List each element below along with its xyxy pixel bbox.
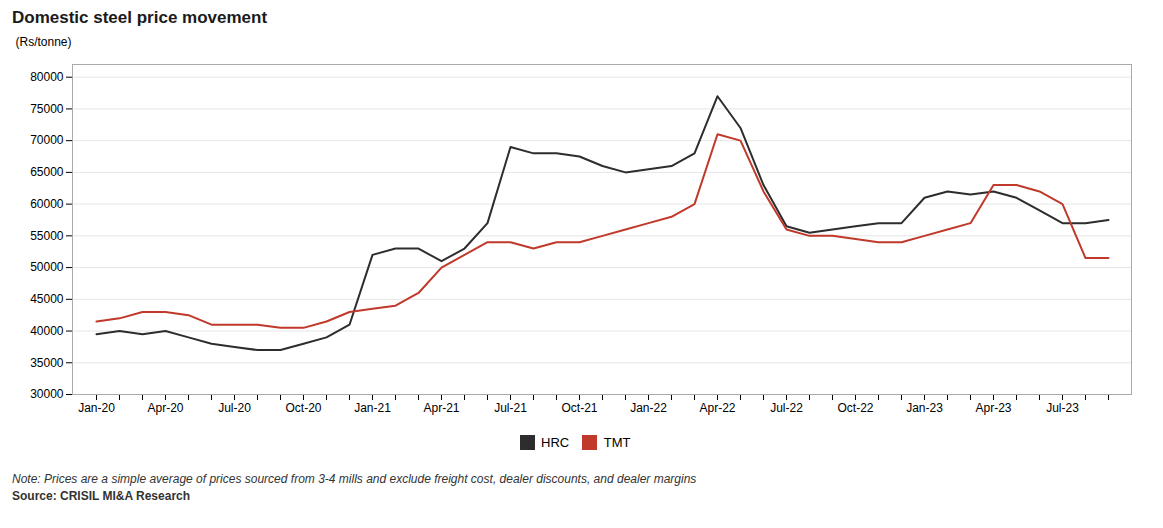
svg-text:75000: 75000: [30, 102, 64, 116]
svg-text:65000: 65000: [30, 165, 64, 179]
svg-text:Oct-20: Oct-20: [285, 401, 321, 415]
svg-text:60000: 60000: [30, 197, 64, 211]
svg-text:70000: 70000: [30, 133, 64, 147]
svg-text:Jan-21: Jan-21: [354, 401, 391, 415]
svg-text:Apr-23: Apr-23: [975, 401, 1011, 415]
html-text:Domestic steel price movement: Domestic steel price movement: [12, 8, 268, 27]
svg-text:35000: 35000: [30, 356, 64, 370]
svg-text:30000: 30000: [30, 387, 64, 401]
svg-text:40000: 40000: [30, 324, 64, 338]
svg-text:80000: 80000: [30, 70, 64, 84]
svg-text:Jul-21: Jul-21: [494, 401, 527, 415]
svg-text:Oct-22: Oct-22: [837, 401, 873, 415]
svg-text:(Rs/tonne): (Rs/tonne): [16, 35, 72, 49]
svg-text:Apr-20: Apr-20: [147, 401, 183, 415]
html-text:Source: CRISIL MI&A Research: Source: CRISIL MI&A Research: [12, 488, 191, 503]
svg-text:55000: 55000: [30, 229, 64, 243]
svg-text:Apr-21: Apr-21: [423, 401, 459, 415]
html-text:Note: Prices are a simple aver: Note: Prices are a simple average of pri…: [12, 471, 697, 486]
svg-text:Jan-23: Jan-23: [906, 401, 943, 415]
html-text:HRC: HRC: [541, 435, 570, 450]
svg-text:50000: 50000: [30, 260, 64, 274]
svg-text:Jul-23: Jul-23: [1046, 401, 1079, 415]
svg-text:Apr-22: Apr-22: [699, 401, 735, 415]
svg-text:Jul-22: Jul-22: [770, 401, 803, 415]
svg-text:Oct-21: Oct-21: [561, 401, 597, 415]
svg-text:Jan-22: Jan-22: [630, 401, 667, 415]
svg-text:Jul-20: Jul-20: [218, 401, 251, 415]
svg-text:Jan-20: Jan-20: [78, 401, 115, 415]
html-text:TMT: TMT: [603, 435, 631, 450]
svg-text:45000: 45000: [30, 292, 64, 306]
